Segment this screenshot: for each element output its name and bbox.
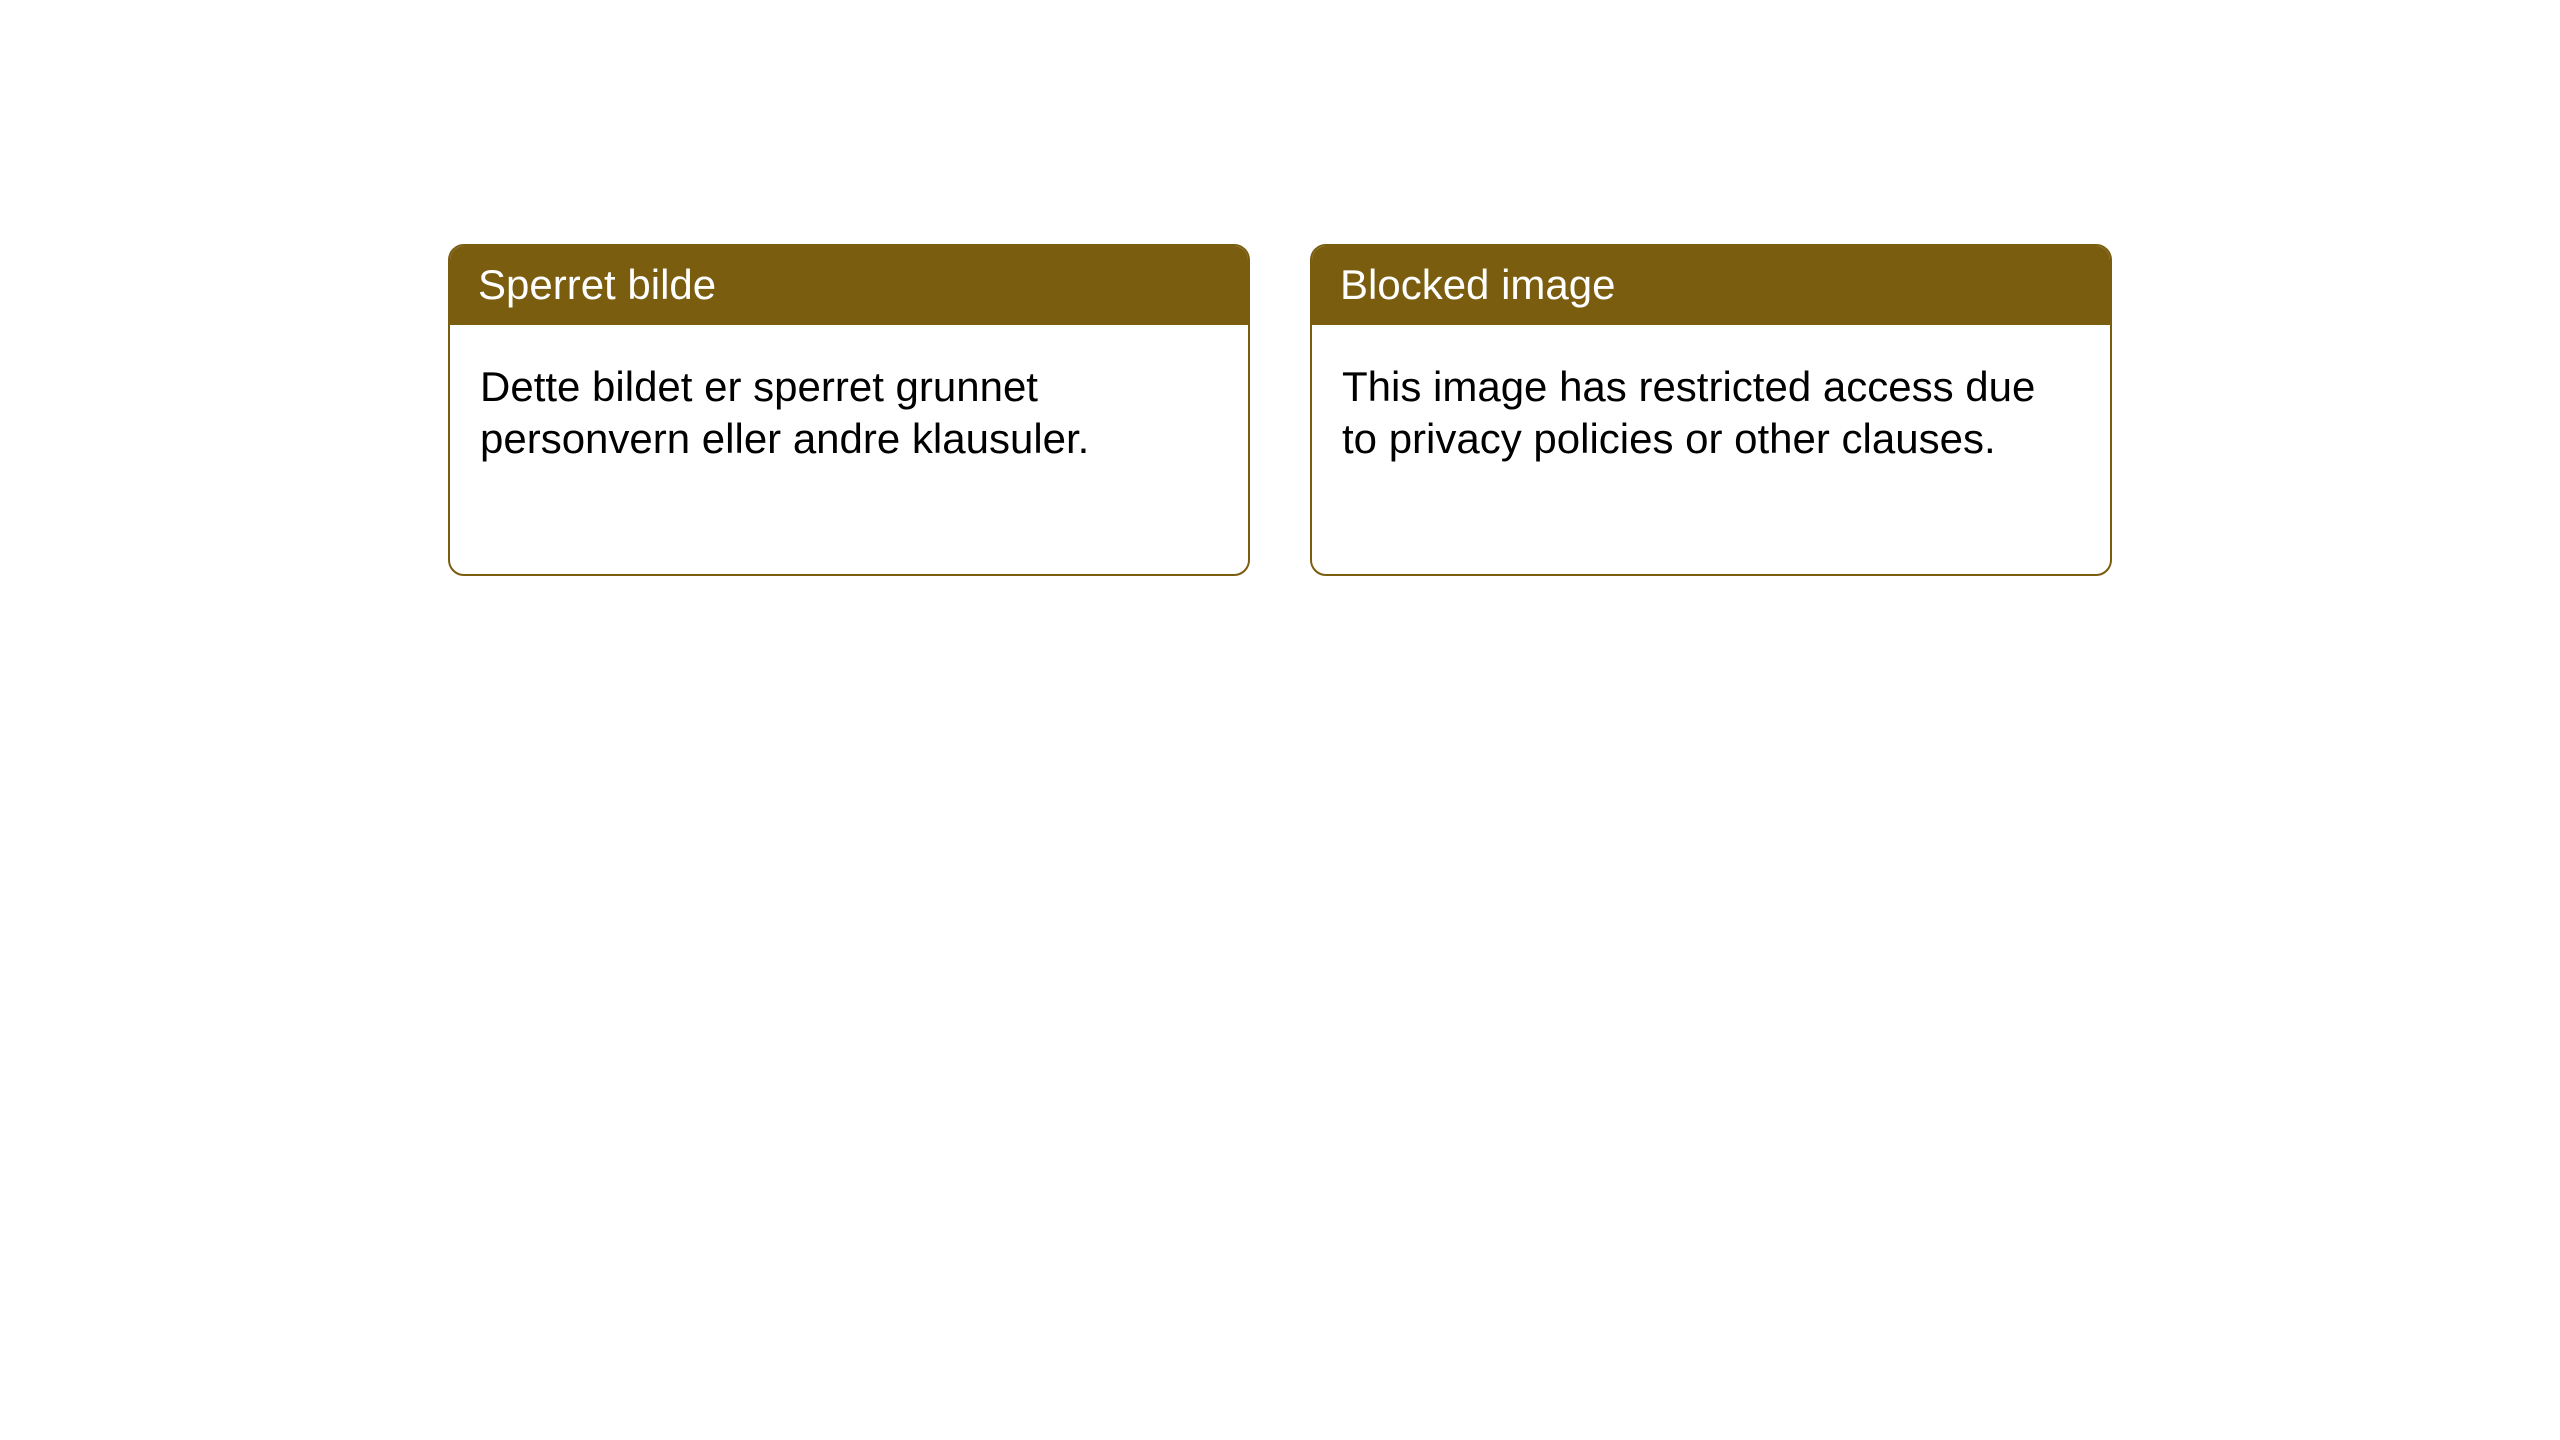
notice-body-norwegian: Dette bildet er sperret grunnet personve…	[450, 325, 1248, 502]
blocked-image-notice-english: Blocked image This image has restricted …	[1310, 244, 2112, 576]
notice-body-english: This image has restricted access due to …	[1312, 325, 2110, 502]
blocked-image-notice-norwegian: Sperret bilde Dette bildet er sperret gr…	[448, 244, 1250, 576]
notice-title-english: Blocked image	[1312, 246, 2110, 325]
notice-title-norwegian: Sperret bilde	[450, 246, 1248, 325]
